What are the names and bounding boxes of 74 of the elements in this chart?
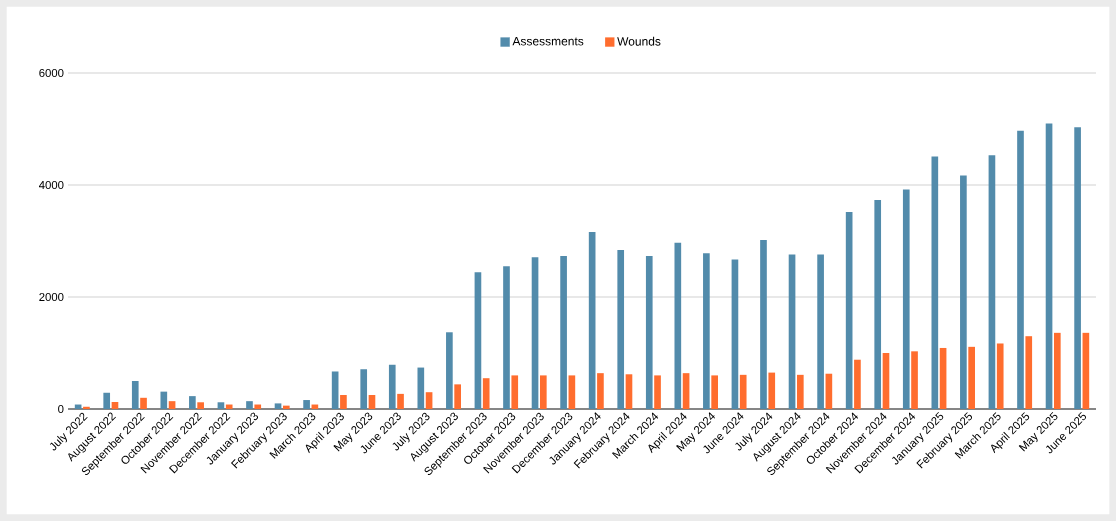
bar (454, 384, 461, 409)
bar (788, 254, 796, 409)
bar (482, 378, 490, 409)
bar (511, 375, 519, 409)
bar (568, 375, 576, 409)
bar (254, 404, 262, 409)
bar (988, 155, 996, 409)
bar (246, 401, 253, 409)
bar (625, 374, 633, 409)
bar (817, 254, 824, 409)
bar (417, 367, 425, 409)
bar (140, 397, 147, 409)
bar (1074, 127, 1081, 409)
y-tick-label: 0 (58, 405, 64, 414)
bar (597, 373, 604, 409)
y-tick-label: 2000 (39, 293, 64, 301)
legend-label: Assessments (512, 37, 584, 46)
bar (996, 343, 1004, 409)
bar (588, 232, 596, 409)
bar (768, 372, 776, 409)
bar (388, 364, 396, 409)
bar (446, 332, 453, 409)
bar (274, 403, 282, 409)
bar (674, 242, 682, 409)
bar (939, 347, 947, 409)
bar (197, 402, 204, 409)
bar (425, 392, 433, 409)
y-tick-label: 4000 (39, 180, 64, 189)
bar (968, 346, 975, 409)
bar (368, 395, 376, 409)
bar (1082, 332, 1090, 409)
bar (1045, 123, 1053, 409)
bar (131, 381, 139, 409)
bar (739, 374, 747, 409)
bar (160, 391, 168, 409)
bar (225, 404, 233, 409)
bar (931, 156, 939, 409)
bar (911, 351, 918, 409)
bar (189, 396, 196, 409)
bar (854, 359, 861, 409)
bar (874, 200, 882, 409)
bar (168, 401, 176, 409)
bar (731, 259, 739, 409)
bar (682, 373, 690, 409)
bar (474, 272, 482, 409)
bar (617, 249, 625, 409)
bar (902, 189, 910, 409)
bar (711, 375, 718, 409)
bar (303, 400, 310, 409)
bar (882, 353, 890, 409)
bar (360, 369, 368, 409)
bar (531, 257, 539, 409)
bar (282, 405, 290, 409)
bar (1017, 130, 1024, 409)
bar (1053, 332, 1061, 409)
bar (796, 374, 804, 409)
bar (760, 239, 767, 409)
bar (539, 375, 547, 409)
bar (654, 375, 661, 409)
legend-label: Wounds (617, 36, 661, 46)
bar (503, 266, 510, 409)
bar (340, 395, 347, 409)
bar (645, 256, 653, 409)
bar (331, 371, 339, 409)
bar (703, 253, 710, 409)
bar (960, 175, 967, 409)
bar (83, 406, 90, 409)
bar (103, 392, 111, 409)
bar (397, 393, 404, 409)
bar (1025, 336, 1033, 409)
bar (560, 256, 567, 409)
bar (217, 402, 225, 409)
bar (845, 211, 853, 409)
y-tick-label: 6000 (39, 68, 64, 77)
